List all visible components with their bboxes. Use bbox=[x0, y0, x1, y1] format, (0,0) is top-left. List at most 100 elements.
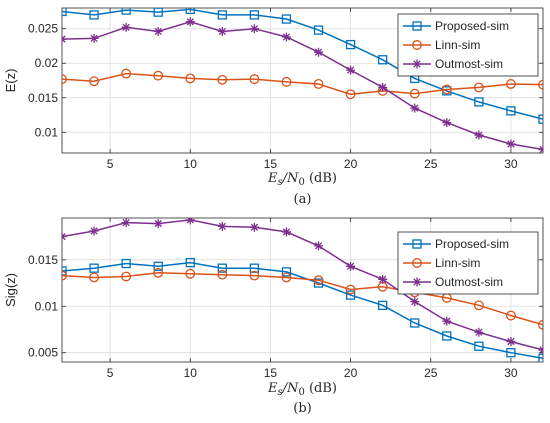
data-point-marker bbox=[474, 97, 484, 107]
legend-marker bbox=[412, 239, 422, 249]
data-point-marker bbox=[474, 327, 484, 337]
data-point-marker bbox=[442, 331, 452, 341]
y-tick-label: 0.01 bbox=[35, 299, 59, 313]
data-point-marker bbox=[313, 275, 324, 286]
x-tick-label: 30 bbox=[504, 366, 518, 380]
data-point-marker bbox=[185, 268, 196, 279]
x-tick-label: 20 bbox=[344, 157, 358, 171]
x-tick-label: 10 bbox=[184, 366, 198, 380]
data-point-marker bbox=[442, 118, 452, 128]
data-point-marker bbox=[217, 269, 228, 280]
data-point-marker bbox=[62, 8, 67, 17]
data-point-marker bbox=[121, 271, 132, 282]
data-point-marker bbox=[153, 267, 164, 278]
legend-entry: Linn-sim bbox=[403, 38, 480, 52]
x-tick-label: 5 bbox=[107, 157, 114, 171]
data-point-marker bbox=[314, 241, 324, 251]
x-tick-label: 25 bbox=[424, 366, 438, 380]
data-point-marker bbox=[345, 39, 356, 50]
data-point-marker bbox=[249, 263, 260, 273]
data-point-marker bbox=[505, 79, 516, 89]
panel-caption: (b) bbox=[293, 401, 311, 416]
data-point-marker bbox=[378, 55, 388, 65]
data-point-marker bbox=[410, 318, 420, 328]
series-line bbox=[62, 8, 543, 120]
legend-marker bbox=[412, 277, 422, 287]
data-point-marker bbox=[89, 33, 99, 43]
data-point-marker bbox=[249, 222, 259, 232]
data-point-marker bbox=[538, 353, 543, 362]
data-point-marker bbox=[441, 84, 452, 95]
data-point-marker bbox=[62, 74, 67, 85]
data-point-marker bbox=[538, 145, 543, 153]
data-point-marker bbox=[153, 26, 163, 36]
series-line bbox=[62, 272, 543, 326]
series-line bbox=[62, 219, 543, 351]
data-point-marker bbox=[281, 32, 291, 42]
data-point-marker bbox=[281, 14, 292, 24]
data-point-marker bbox=[249, 270, 260, 281]
data-point-marker bbox=[217, 263, 227, 273]
series-linn-sim bbox=[62, 68, 543, 100]
y-tick-label: 0.02 bbox=[35, 56, 59, 70]
data-point-marker bbox=[185, 218, 195, 225]
data-point-marker bbox=[314, 47, 324, 57]
data-point-marker bbox=[89, 263, 99, 273]
series-line bbox=[62, 261, 543, 360]
x-axis-label: Es/N0 (dB) bbox=[267, 171, 337, 188]
panel-caption: (a) bbox=[294, 192, 312, 207]
data-point-marker bbox=[410, 297, 420, 307]
legend-label: Proposed-sim bbox=[435, 19, 509, 33]
data-point-marker bbox=[474, 341, 484, 351]
data-point-marker bbox=[249, 24, 259, 34]
data-point-marker bbox=[346, 261, 356, 271]
data-point-marker bbox=[345, 290, 356, 300]
data-point-marker bbox=[538, 114, 543, 124]
data-point-marker bbox=[185, 73, 196, 84]
x-tick-label: 5 bbox=[107, 366, 114, 380]
y-axis-label: E(z) bbox=[3, 69, 18, 93]
data-point-marker bbox=[217, 26, 227, 36]
series-line bbox=[62, 21, 543, 151]
data-point-marker bbox=[217, 74, 228, 85]
axes-box bbox=[61, 217, 544, 363]
legend: Proposed-sim Linn-sim Outmost-sim bbox=[397, 231, 539, 295]
legend-marker bbox=[412, 258, 422, 268]
data-point-marker bbox=[62, 270, 67, 281]
series-proposed-sim bbox=[62, 8, 543, 124]
legend-label: Outmost-sim bbox=[435, 57, 503, 71]
data-point-marker bbox=[506, 337, 516, 347]
data-point-marker bbox=[473, 82, 484, 93]
legend-entry: Proposed-sim bbox=[403, 237, 509, 251]
x-tick-label: 10 bbox=[184, 157, 198, 171]
data-point-marker bbox=[185, 17, 195, 27]
data-point-marker bbox=[409, 88, 420, 99]
x-axis-label: Es/N0 (dB) bbox=[267, 381, 337, 398]
data-point-marker bbox=[153, 261, 163, 271]
legend-marker bbox=[412, 59, 422, 69]
y-tick-label: 0.015 bbox=[28, 253, 58, 267]
data-point-marker bbox=[89, 76, 100, 87]
series-outmost-sim bbox=[62, 17, 543, 153]
data-point-marker bbox=[89, 272, 100, 283]
y-tick-label: 0.025 bbox=[28, 22, 58, 36]
data-point-marker bbox=[185, 257, 195, 268]
data-point-marker bbox=[505, 310, 516, 321]
legend-entry: Outmost-sim bbox=[403, 275, 503, 289]
legend-label: Outmost-sim bbox=[435, 275, 503, 289]
data-point-marker bbox=[249, 10, 260, 20]
data-point-marker bbox=[89, 10, 99, 20]
data-point-marker bbox=[313, 25, 324, 35]
data-point-marker bbox=[378, 82, 388, 92]
legend-entry: Linn-sim bbox=[403, 256, 480, 270]
data-point-marker bbox=[378, 300, 388, 310]
data-point-marker bbox=[506, 348, 516, 358]
series-line bbox=[62, 72, 543, 96]
chart-panel-a: 5 10 15 20 25 30 0.01 0.015 0.02 0.025 E(z) Es/N0 (… bbox=[3, 7, 544, 207]
data-point-marker bbox=[442, 316, 452, 326]
data-point-marker bbox=[121, 258, 131, 269]
data-point-marker bbox=[410, 103, 420, 113]
data-point-marker bbox=[121, 22, 131, 32]
data-point-marker bbox=[62, 34, 67, 44]
